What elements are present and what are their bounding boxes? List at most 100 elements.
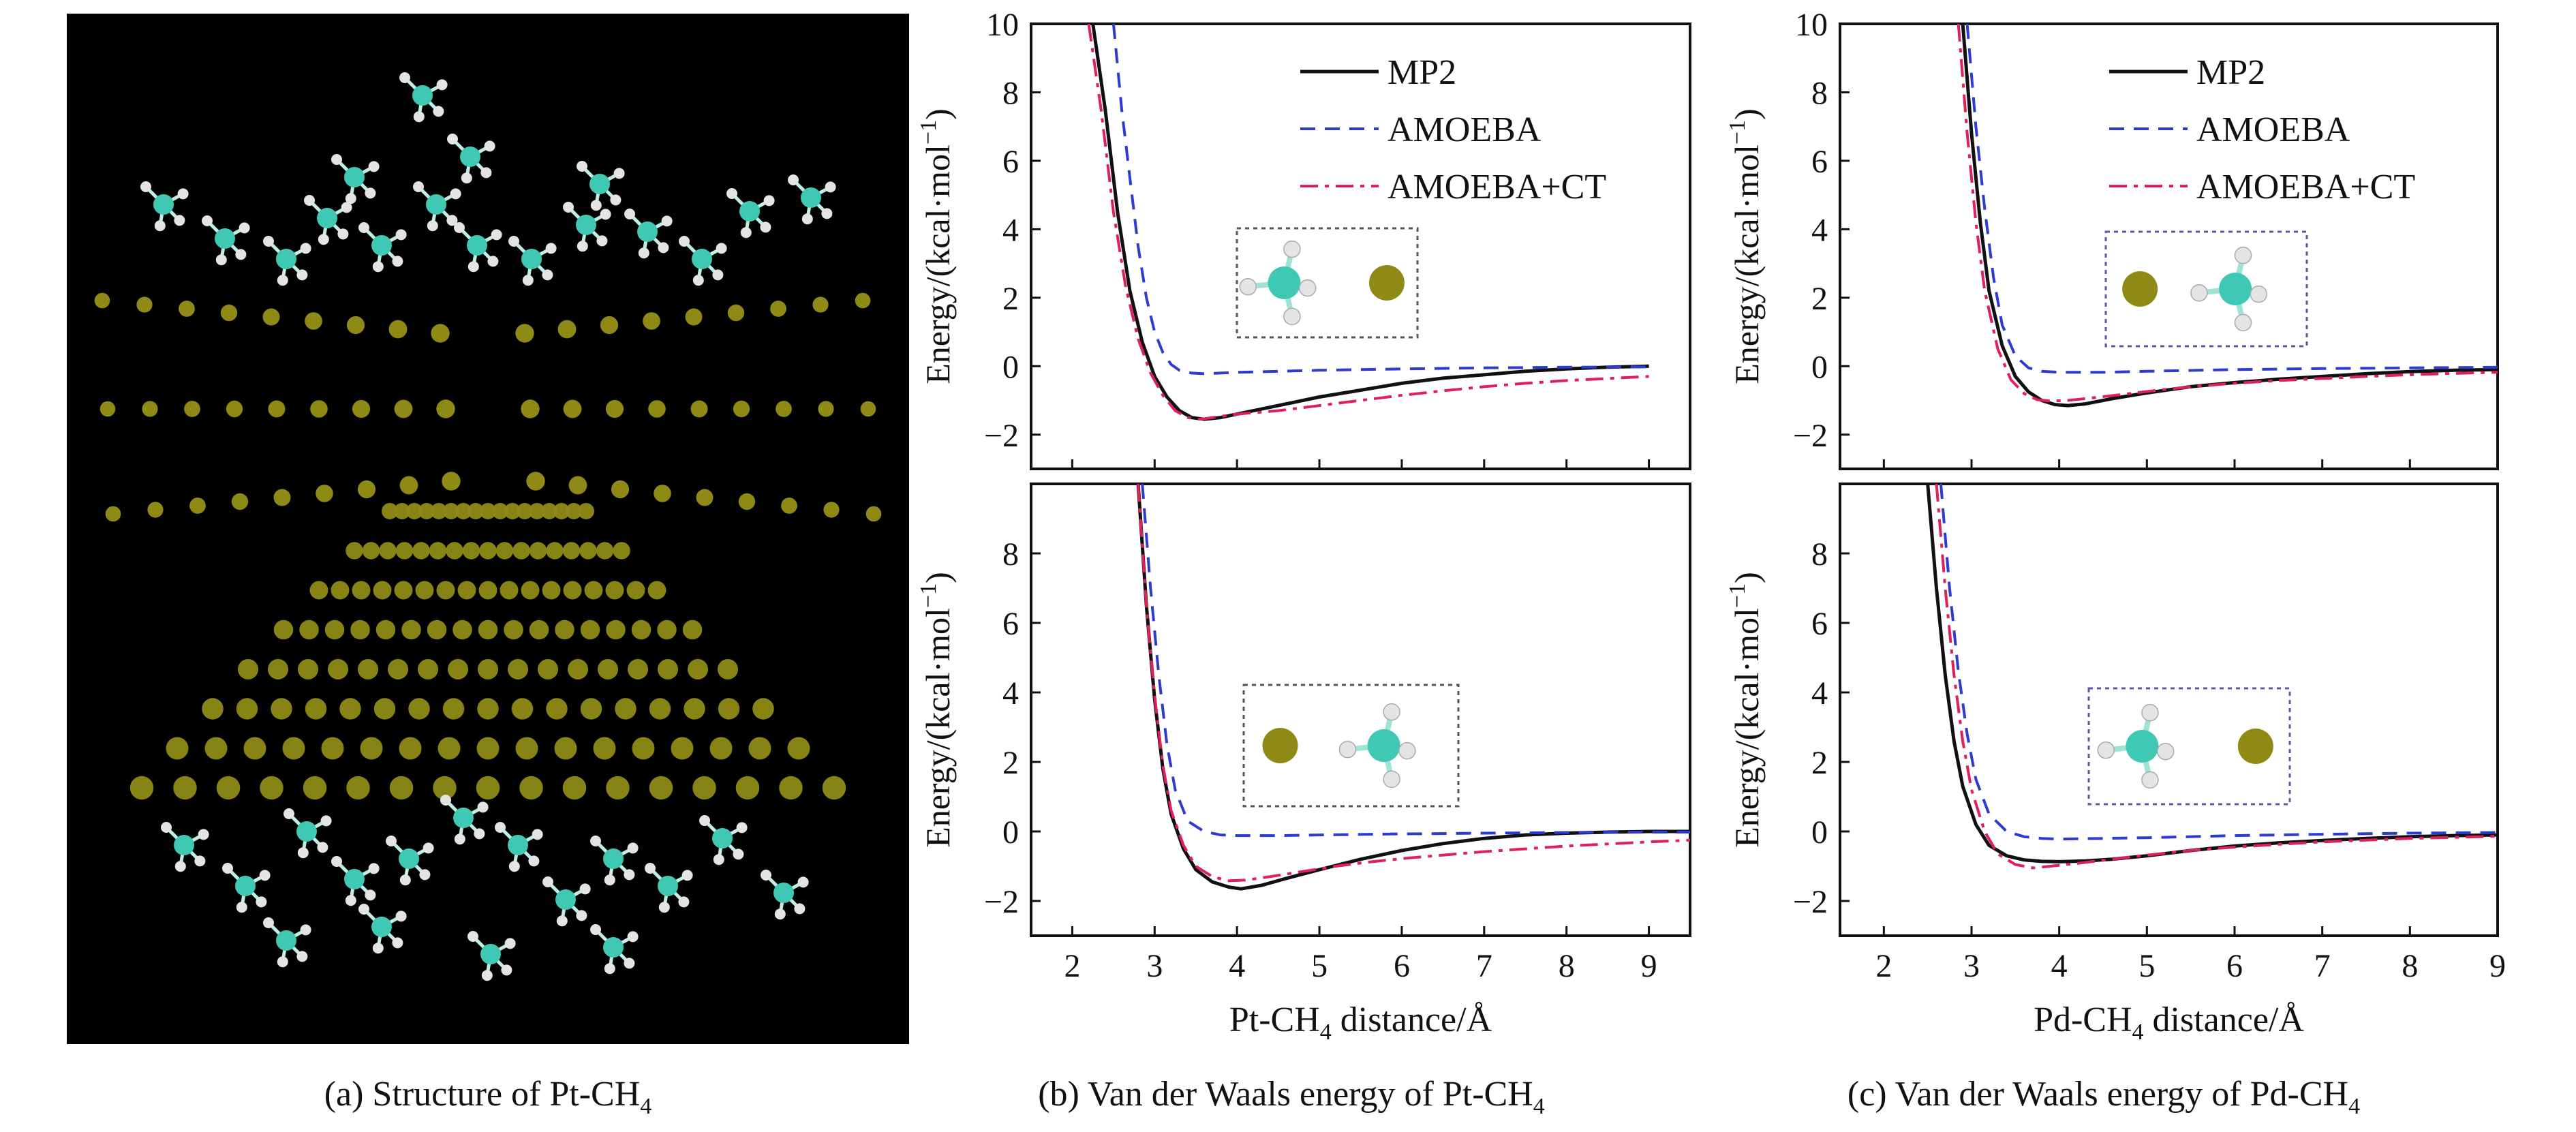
metal-atom (309, 581, 328, 600)
inset-molecule-diagram (1236, 227, 1419, 339)
metal-atom (2122, 271, 2158, 307)
series-line-mp2 (1926, 484, 2498, 863)
metal-atom (373, 698, 396, 720)
carbon-atom (276, 249, 296, 269)
carbon-atom (344, 869, 365, 889)
metal-atom (448, 659, 468, 679)
y-tick-label: 10 (1795, 7, 1828, 43)
metal-atom (189, 498, 206, 514)
y-tick-label: 6 (1002, 144, 1019, 180)
metal-atom (504, 619, 523, 640)
metal-atom (442, 472, 461, 491)
metal-atom (562, 776, 587, 800)
hydrogen-atom (222, 863, 233, 874)
metal-atom (566, 503, 582, 519)
hydrogen-atom (318, 234, 329, 245)
hydrogen-atom (454, 222, 465, 233)
methane-molecule (140, 181, 189, 232)
x-tick-label: 3 (1146, 948, 1163, 984)
hydrogen-atom (532, 829, 543, 840)
carbon-atom (467, 235, 487, 256)
hydrogen-atom (235, 249, 247, 260)
hydrogen-atom (613, 168, 625, 179)
hydrogen-atom (2190, 284, 2208, 302)
methane-molecule (358, 904, 407, 954)
hydrogen-atom (579, 883, 591, 895)
metal-atom (226, 400, 243, 418)
metal-atom (389, 776, 414, 800)
metal-atom (776, 401, 792, 417)
y-tick-label: 0 (1811, 349, 1828, 385)
legend-label: MP2 (1387, 53, 1456, 92)
y-tick-label: 6 (1811, 606, 1828, 642)
metal-atom (231, 493, 249, 510)
y-axis-label: Energy/(kcal·mol−1) (1725, 572, 1766, 848)
y-axis-label-close: ) (1728, 108, 1766, 120)
carbon-atom (2219, 273, 2252, 305)
metal-atom (346, 776, 370, 800)
hydrogen-atom (716, 243, 727, 254)
hydrogen-atom (423, 842, 434, 854)
hydrogen-atom (556, 915, 568, 927)
metal-atom (328, 659, 348, 679)
metal-atom (515, 324, 534, 343)
y-axis-label: Energy/(kcal·mol−1) (916, 108, 957, 384)
x-tick-label: 5 (2138, 948, 2155, 984)
metal-atom (462, 542, 480, 560)
hydrogen-atom (2250, 285, 2268, 303)
metal-atom (394, 399, 413, 418)
methane-molecule (495, 822, 543, 872)
x-tick-label: 8 (2402, 948, 2418, 984)
hydrogen-atom (658, 902, 670, 913)
legend-label: AMOEBA+CT (1387, 168, 1606, 206)
x-axis-label-subscript: 4 (2132, 1020, 2144, 1045)
hydrogen-atom (624, 869, 635, 881)
carbon-atom (371, 917, 392, 937)
hydrogen-atom (678, 896, 690, 908)
metal-atom (477, 698, 499, 720)
hydrogen-atom (600, 209, 611, 220)
chart-pd-ch4-top: 10 8 6 4 2 0 −2 Energy/(kcal·mol−1) MP2 AMOEBA AMO… (1725, 7, 2499, 470)
caption-b-subscript: 4 (1533, 1094, 1545, 1119)
metal-atom (476, 776, 500, 800)
hydrogen-atom (259, 870, 271, 881)
y-tick-label: 2 (1002, 745, 1019, 781)
hydrogen-atom (263, 917, 274, 928)
x-axis-label-subscript: 4 (1320, 1020, 1332, 1045)
carbon-atom (739, 201, 760, 221)
metal-atom (273, 619, 294, 640)
series-line-amoeba (1141, 484, 1690, 838)
metal-atom (457, 581, 476, 600)
metal-atom (546, 698, 568, 720)
legend-label: AMOEBA (1387, 110, 1542, 149)
y-axis-label-text: Energy/(kcal·mol (1728, 144, 1766, 384)
inset-molecule-diagram (2104, 230, 2308, 348)
carbon-atom (317, 208, 337, 228)
hydrogen-atom (345, 193, 356, 204)
y-axis-label-text: Energy/(kcal·mol (1728, 608, 1766, 848)
hydrogen-atom (365, 187, 376, 199)
y-tick-label: −2 (1793, 884, 1828, 920)
y-tick-label: 4 (1002, 212, 1019, 248)
hydrogen-atom (638, 247, 649, 259)
hydrogen-atom (726, 188, 737, 199)
metal-atom (166, 737, 189, 760)
hydrogen-atom (263, 236, 274, 247)
hydrogen-atom (331, 154, 342, 165)
metal-atom (738, 493, 756, 510)
metal-atom (303, 776, 327, 800)
hydrogen-atom (317, 842, 328, 853)
metal-atom (654, 485, 671, 502)
hydrogen-atom (480, 167, 492, 179)
metal-atom (541, 503, 557, 519)
methane-molecule (331, 154, 380, 204)
hydrogen-atom (2141, 771, 2159, 789)
metal-atom (262, 308, 280, 326)
metal-atom (598, 659, 618, 679)
hydrogen-atom (236, 902, 247, 913)
hydrogen-atom (174, 215, 185, 226)
metal-atom (305, 698, 327, 720)
carbon-atom (521, 249, 542, 269)
hydrogen-atom (1283, 307, 1301, 326)
metal-atom (812, 296, 829, 313)
